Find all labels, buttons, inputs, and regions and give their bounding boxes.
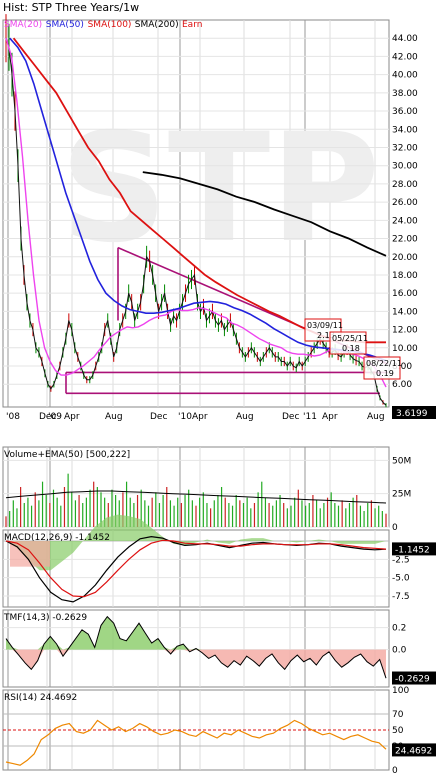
macd-value-box: [392, 542, 436, 556]
tmf-negative-area: [6, 649, 386, 679]
volume-label: Volume+EMA(50) [500,222]: [4, 450, 130, 460]
last-price-label: 3.6199: [396, 409, 428, 419]
x-tick-label: '08: [6, 412, 20, 422]
macd-histogram: [6, 514, 386, 571]
tmf-tick-label: 0.0: [392, 646, 407, 656]
price-tick-label: 34.00: [392, 125, 418, 135]
volume-tick-label: 25M: [392, 490, 411, 500]
price-tick-label: 42.00: [392, 52, 418, 62]
price-tick-label: 28.00: [392, 180, 418, 190]
volume-tick-label: 50M: [392, 456, 411, 466]
earnings-date: 05/25/11: [332, 334, 368, 343]
price-tick-label: 44.00: [392, 34, 418, 44]
price-tick-label: 32.00: [392, 143, 418, 153]
x-tick-label: '11: [303, 412, 317, 422]
rsi-label: RSI(14) 24.4692: [4, 693, 77, 703]
sma50-line: [9, 37, 387, 362]
tmf-value: -0.2629: [395, 675, 430, 685]
x-tick-label: Apr: [322, 412, 338, 422]
price-tick-label: 36.00: [392, 107, 418, 117]
legend-entry: SMA(200): [135, 20, 179, 30]
volume-tick-label: 0: [392, 523, 398, 533]
x-tick-label: Aug: [105, 412, 123, 422]
price-tick-label: 16.00: [392, 289, 418, 299]
last-price-box: [392, 406, 436, 419]
price-tick-label: 14.00: [392, 307, 418, 317]
legend-entry: Earn: [182, 20, 202, 30]
price-tick-label: 40.00: [392, 71, 418, 81]
x-tick-label: Aug: [236, 412, 254, 422]
legend-entry: SMA(100): [88, 20, 132, 30]
earnings-box: [329, 331, 367, 355]
sma20-line: [5, 37, 387, 388]
macd-value: -1.1452: [395, 545, 430, 555]
macd-tick-label: -2.5: [392, 555, 410, 565]
price-tick-label: 38.00: [392, 89, 418, 99]
macd-tick-label: -5.0: [392, 574, 410, 584]
price-tick-label: 18.00: [392, 271, 418, 281]
legend-entry: SMA(50): [46, 20, 84, 30]
earnings-date: 03/09/11: [307, 321, 343, 330]
x-tick-label: '09: [48, 412, 62, 422]
x-tick-label: Dec: [39, 412, 56, 422]
chart-title: Hist: STP Three Years/1w: [3, 1, 139, 14]
tmf-tick-label: 0.2: [392, 624, 406, 634]
price-panel: [2, 19, 390, 408]
tmf-label: TMF(14,3) -0.2629: [3, 613, 87, 623]
x-tick-label: Dec: [150, 412, 167, 422]
earnings-eps: 0.19: [376, 369, 394, 378]
x-tick-label: Aug: [367, 412, 385, 422]
x-tick-label: Apr: [192, 412, 208, 422]
x-tick-label: Apr: [64, 412, 80, 422]
price-tick-label: 24.00: [392, 216, 418, 226]
macd-tick-label: -7.5: [392, 592, 410, 602]
rsi-tick-label: 50: [392, 726, 404, 736]
rsi-value: 24.4692: [395, 746, 432, 756]
price-tick-label: 26.00: [392, 198, 418, 208]
rsi-value-box: [392, 743, 436, 757]
earnings-box: [363, 356, 401, 380]
price-tick-label: 12.00: [392, 326, 418, 336]
tmf-positive-area: [6, 616, 386, 650]
macd-signal-line: [5, 539, 387, 598]
legend-entry: SMA(20): [4, 20, 42, 30]
price-line: [5, 38, 387, 406]
x-tick-label: '10: [178, 412, 192, 422]
rsi-tick-label: 70: [392, 710, 404, 720]
rsi-tick-label: 0: [392, 766, 398, 775]
tmf-line: [5, 615, 387, 679]
x-tick-label: Dec: [282, 412, 299, 422]
price-tick-label: 8.00: [392, 362, 412, 372]
rsi-tick-label: 100: [392, 686, 409, 696]
earnings-date: 08/22/11: [366, 359, 402, 368]
macd-label: MACD(12,26,9) -1.1452: [4, 533, 110, 543]
earnings-eps: 0.18: [342, 344, 360, 353]
rsi-line: [5, 719, 387, 766]
tmf-value-box: [392, 671, 436, 685]
watermark-text: STP: [60, 102, 380, 276]
price-tick-label: 20.00: [392, 253, 418, 263]
volume-ema-line: [5, 490, 387, 504]
price-tick-label: 10.00: [392, 344, 418, 354]
price-tick-label: 6.00: [392, 380, 412, 390]
price-tick-label: 22.00: [392, 235, 418, 245]
price-tick-label: 30.00: [392, 162, 418, 172]
sma200-line: [142, 171, 387, 257]
earnings-eps: 2.13: [317, 331, 335, 340]
